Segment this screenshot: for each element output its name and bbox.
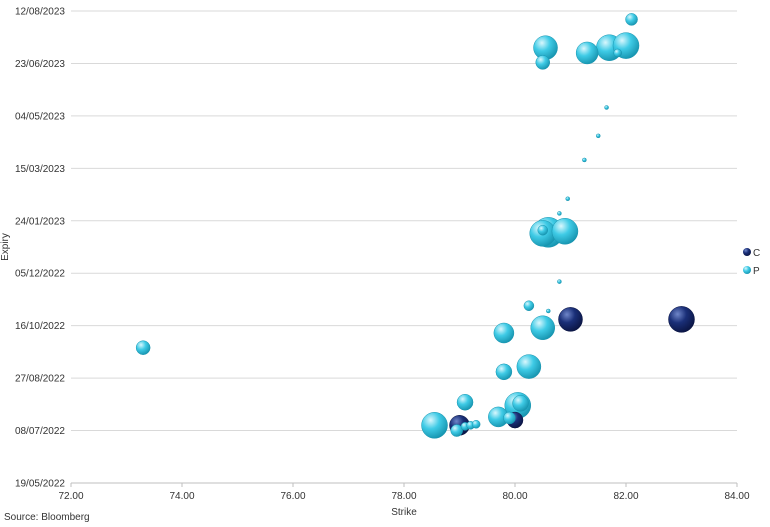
y-tick-label: 05/12/2022 [15, 269, 65, 280]
y-tick-label: 23/06/2023 [15, 59, 65, 70]
bubble-p [604, 105, 609, 110]
y-tick-label: 15/03/2023 [15, 164, 65, 175]
bubble-p [625, 13, 638, 26]
bubbles [135, 13, 695, 439]
axes [70, 482, 738, 487]
bubble-p [493, 322, 515, 344]
bubble-p [565, 196, 570, 202]
bubble-p [546, 308, 551, 314]
bubble-p [613, 48, 622, 58]
bubble-p [596, 133, 601, 139]
y-tick-label: 16/10/2022 [15, 321, 65, 332]
y-tick-label: 19/05/2022 [15, 479, 65, 490]
bubble-p [575, 41, 599, 65]
bubble-c [558, 307, 583, 332]
bubble-p [495, 363, 513, 381]
x-axis-title: Strike [391, 507, 417, 518]
bubble-p [582, 157, 587, 163]
legend-marker-p [743, 266, 751, 274]
bubble-p [537, 224, 548, 236]
source-note: Source: Bloomberg [4, 512, 90, 523]
x-tick-label: 72.00 [58, 491, 83, 502]
y-tick-label: 08/07/2022 [15, 426, 65, 437]
x-tick-label: 80.00 [502, 491, 527, 502]
bubble-p [512, 395, 529, 412]
bubble-p [135, 340, 151, 355]
x-tick-label: 76.00 [280, 491, 305, 502]
bubble-p [456, 393, 474, 411]
bubble-p [551, 218, 579, 245]
y-tick-label: 27/08/2022 [15, 374, 65, 385]
y-tick-label: 24/01/2023 [15, 216, 65, 227]
bubble-p [516, 354, 542, 379]
y-tick-labels: 19/05/2022 08/07/2022 27/08/2022 16/10/2022… [15, 7, 65, 490]
bubble-p [471, 420, 481, 429]
bubble-c [668, 306, 695, 333]
bubble-p [557, 211, 562, 216]
legend-marker-c [743, 248, 751, 256]
x-tick-label: 78.00 [391, 491, 416, 502]
y-tick-label: 12/08/2023 [15, 7, 65, 18]
bubble-p [530, 315, 555, 341]
gridlines [71, 10, 737, 432]
x-tick-label: 84.00 [724, 491, 749, 502]
bubble-p [523, 300, 535, 311]
bubble-p [421, 412, 448, 439]
x-tick-label: 82.00 [613, 491, 638, 502]
y-tick-label: 04/05/2023 [15, 111, 65, 122]
legend: CP [743, 248, 760, 277]
y-axis-title: Expiry [0, 233, 11, 261]
bubble-p [535, 55, 550, 70]
x-tick-label: 74.00 [169, 491, 194, 502]
bubble-p [557, 279, 562, 284]
bubble-p [450, 424, 463, 437]
legend-label-c: C [753, 248, 760, 259]
legend-label-p: P [753, 266, 760, 277]
bubble-p [503, 411, 516, 425]
x-tick-labels: 72.00 74.00 76.00 78.00 80.00 82.00 84.00 [58, 491, 749, 502]
